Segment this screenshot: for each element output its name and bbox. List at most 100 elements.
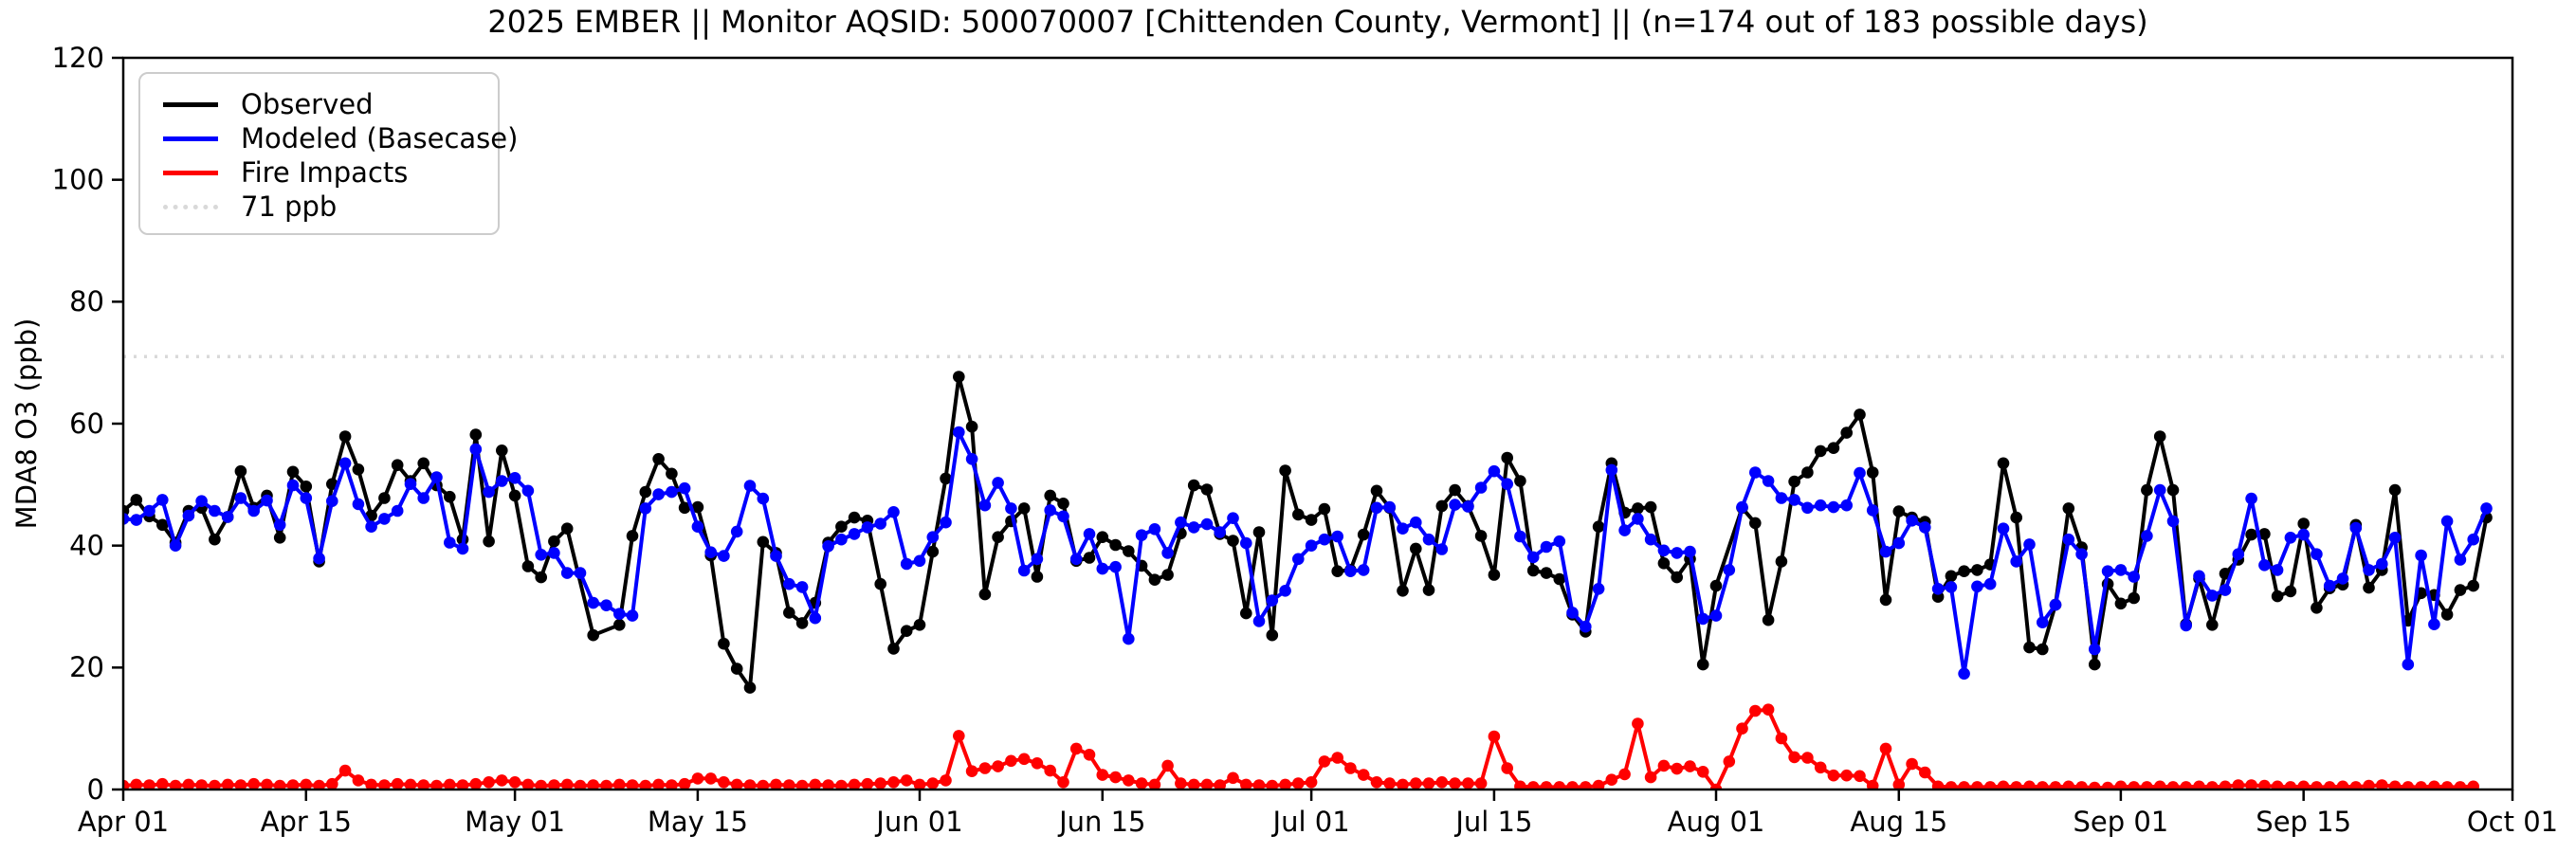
modeled-basecase-point: [1123, 632, 1135, 645]
modeled-basecase-point: [2232, 548, 2245, 560]
fire-impacts-point: [978, 762, 992, 774]
modeled-basecase-point: [2075, 548, 2088, 560]
modeled-basecase-point: [1775, 492, 1788, 504]
modeled-basecase-point: [247, 504, 261, 517]
modeled-basecase-point: [1305, 539, 1318, 552]
fire-impacts-point: [1814, 761, 1827, 774]
observed-point: [1017, 502, 1031, 515]
fire-impacts-point: [1709, 783, 1723, 789]
fire-impacts-point: [2323, 781, 2336, 789]
observed-point: [1227, 535, 1239, 547]
modeled-basecase-point: [1057, 510, 1069, 523]
modeled-basecase-point: [1931, 583, 1945, 595]
observed-point: [757, 535, 770, 549]
fire-impacts-point: [1723, 755, 1736, 768]
observed-point: [1279, 464, 1291, 477]
fire-impacts-point: [757, 779, 770, 789]
fire-impacts-point: [469, 777, 483, 789]
observed-point: [1240, 607, 1252, 620]
modeled-basecase-point: [822, 540, 834, 553]
fire-impacts-point: [783, 779, 795, 789]
modeled-basecase-point: [1501, 478, 1513, 490]
fire-impacts-point: [809, 778, 822, 789]
modeled-basecase-point: [1462, 500, 1474, 513]
observed-point: [887, 643, 900, 655]
modeled-basecase-point: [1997, 522, 2010, 535]
fire-impacts-point: [1801, 752, 1814, 764]
fire-impacts-point: [992, 760, 1004, 772]
fire-impacts-point: [1005, 754, 1017, 768]
fire-impacts-point: [1580, 781, 1592, 789]
modeled-basecase-point: [1866, 504, 1879, 517]
observed-point: [1866, 466, 1879, 479]
modeled-basecase-point: [1723, 564, 1736, 576]
fire-impacts-point: [209, 779, 221, 789]
fire-impacts-point: [2349, 781, 2363, 789]
modeled-basecase-point: [2219, 584, 2232, 596]
fire-impacts-point: [456, 779, 469, 789]
observed-point: [1331, 565, 1343, 577]
observed-point: [1971, 564, 1983, 576]
fire-impacts-point: [1671, 762, 1683, 775]
modeled-basecase-point: [2037, 616, 2049, 628]
fire-impacts-point: [1123, 774, 1135, 787]
fire-impacts-point: [2114, 780, 2128, 789]
modeled-basecase-point: [221, 511, 234, 523]
modeled-basecase-markers: [123, 426, 2493, 681]
modeled-basecase-point: [1684, 545, 1696, 558]
fire-impacts-point: [2153, 780, 2166, 789]
observed-point: [874, 577, 886, 590]
fire-impacts-point: [822, 779, 834, 789]
fire-impacts-point: [1161, 759, 1174, 772]
fire-impacts-point: [639, 779, 652, 789]
observed-point: [1031, 571, 1044, 583]
fire-impacts-point: [1971, 781, 1983, 789]
observed-point: [273, 532, 286, 544]
observed-point: [2245, 528, 2257, 541]
modeled-basecase-point: [783, 577, 795, 590]
modeled-basecase-point: [1618, 524, 1631, 536]
modeled-basecase-point: [1135, 529, 1148, 541]
fire-impacts-point: [1501, 762, 1513, 774]
fire-impacts-point: [678, 777, 691, 789]
observed-point: [743, 681, 757, 694]
y-tick-label: 40: [69, 530, 104, 562]
observed-point: [1109, 538, 1122, 552]
observed-markers: [123, 371, 2493, 694]
modeled-basecase-point: [1644, 533, 1657, 546]
modeled-basecase-point: [1762, 475, 1775, 487]
y-tick-label: 80: [69, 285, 104, 318]
modeled-basecase-point: [1397, 522, 1409, 535]
observed-point: [1474, 530, 1488, 542]
fire-impacts-point: [1031, 757, 1044, 770]
x-tick-label: Jul 01: [1271, 806, 1350, 838]
observed-point: [1801, 466, 1814, 479]
modeled-basecase-point: [2101, 565, 2114, 577]
fire-impacts-point: [1057, 776, 1069, 789]
modeled-basecase-point: [2284, 532, 2297, 544]
modeled-basecase-point: [521, 484, 535, 498]
fire-impacts-point: [2219, 780, 2232, 789]
observed-point: [1057, 498, 1069, 510]
modeled-basecase-point: [1474, 481, 1488, 494]
modeled-basecase-point: [123, 513, 130, 525]
y-tick-label: 100: [52, 164, 104, 196]
modeled-basecase-point: [1161, 547, 1174, 559]
observed-point: [560, 522, 574, 535]
fire-impacts-point: [1331, 752, 1343, 764]
modeled-basecase-point: [1514, 530, 1526, 543]
modeled-basecase-point: [273, 518, 286, 532]
observed-point: [1435, 499, 1449, 513]
modeled-basecase-point: [795, 581, 809, 593]
observed-point: [352, 463, 365, 476]
y-tick-label: 20: [69, 651, 104, 683]
fire-impacts-point: [926, 777, 940, 789]
modeled-basecase-point: [2402, 658, 2415, 671]
observed-point: [1526, 564, 1540, 577]
fire-impacts-point: [378, 779, 391, 789]
modeled-basecase-point: [2349, 521, 2363, 535]
observed-point: [2363, 581, 2375, 594]
fire-impacts-point: [1736, 722, 1748, 735]
axes: 0 20 40 60 80 100 120 Apr 01 Apr 15 May 01 May 15 J…: [52, 42, 2558, 838]
observed-point: [1958, 565, 1970, 577]
